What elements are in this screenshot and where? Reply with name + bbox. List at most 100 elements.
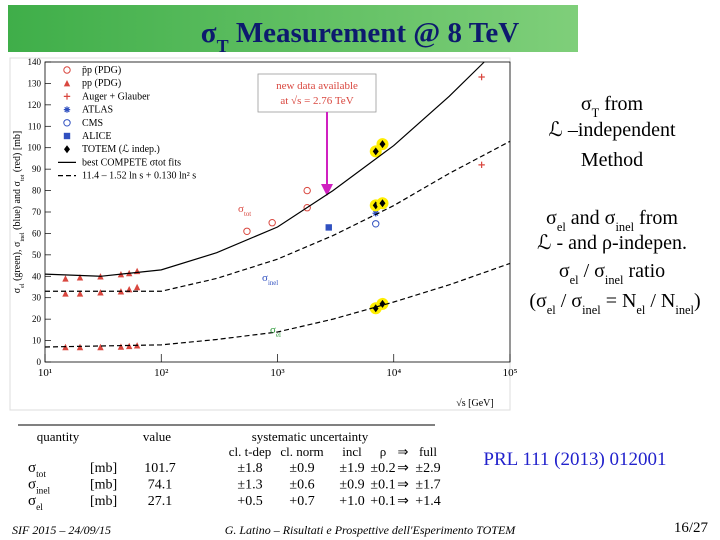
table-subheader: incl [342, 444, 362, 459]
x-tick-label: 10⁵ [503, 367, 518, 379]
table-cell: ±2.9 [415, 461, 440, 476]
table-cell-part: tot [36, 470, 46, 480]
footer-center: G. Latino – Risultati e Prospettive dell… [225, 523, 517, 537]
side-text: ℒ –independent [548, 119, 676, 141]
side-text-part: / N [645, 290, 675, 312]
y-tick-label: 30 [32, 293, 42, 303]
y-axis-label: σel (green), σinel (blue) and σtot (red)… [12, 131, 26, 294]
legend-label: best COMPETE σtot fits [82, 157, 181, 168]
y-tick-label: 60 [32, 228, 42, 238]
data-point [97, 343, 104, 351]
side-text: σel and σinel from [546, 207, 678, 234]
table-cell: +0.5 [237, 494, 262, 509]
data-point [117, 343, 125, 350]
table-subheader: ρ [380, 444, 387, 459]
side-text-part: inel [675, 303, 694, 317]
table-cell: ±0.2 [370, 461, 395, 476]
legend-label: pp (PDG) [82, 78, 121, 89]
x-tick-label: 10² [154, 367, 169, 379]
side-text: σT from [581, 93, 644, 120]
side-text: (σel / σinel = Nel / Ninel) [529, 290, 700, 317]
data-point [62, 275, 69, 282]
note-text: at √s = 2.76 TeV [280, 95, 353, 107]
data-point [303, 186, 311, 195]
title-bar [8, 5, 578, 52]
data-point [303, 204, 311, 212]
side-text-part: Method [581, 149, 643, 171]
data-point [76, 274, 84, 281]
table-cell: [mb] [90, 478, 117, 493]
legend-swatch [63, 93, 71, 100]
side-text-part: / σ [556, 290, 583, 312]
table-cell: +1.4 [415, 494, 440, 509]
table-header: value [143, 429, 171, 444]
curve-label: σinel [262, 272, 278, 287]
legend-label: ATLAS [82, 105, 113, 116]
legend-label: Auger + Glauber [82, 91, 151, 102]
data-point [379, 140, 386, 149]
legend-swatch [63, 119, 71, 127]
side-text-part: T [592, 106, 600, 120]
y-tick-label: 70 [32, 207, 42, 217]
y-tick-label: 50 [32, 250, 42, 260]
table-cell: ±0.6 [289, 478, 314, 493]
side-text-part: (σ [529, 290, 547, 312]
table-cell: 27.1 [148, 494, 173, 509]
table-cell: σinel [28, 477, 50, 497]
table-cell-part: inel [36, 487, 50, 497]
y-tick-label: 10 [32, 336, 42, 346]
data-point [478, 161, 485, 169]
y-axis-label-part: inel [19, 232, 26, 242]
side-text-part: ) [694, 290, 701, 312]
side-text-part: inel [582, 303, 601, 317]
table-cell: [mb] [90, 461, 117, 476]
table-subheader: cl. norm [280, 444, 323, 459]
table-cell-part: σ [28, 493, 36, 509]
curve-label-part: σ [238, 203, 244, 215]
side-text-part: σ [581, 93, 592, 115]
legend-label: TOTEM (ℒ indep.) [82, 144, 160, 155]
y-tick-label: 140 [28, 57, 42, 67]
table-cell: ±0.9 [339, 478, 364, 493]
table-subheader: cl. t-dep [229, 444, 272, 459]
table-cell-part: σ [28, 460, 36, 476]
legend-swatch [63, 106, 71, 113]
curve-label-part: el [276, 332, 281, 339]
table-cell: ±0.9 [289, 461, 314, 476]
side-text-part: ℒ - and ρ-indepen. [537, 232, 687, 254]
footer-left: SIF 2015 – 24/09/15 [12, 523, 111, 537]
curve-label: σtot [238, 203, 251, 218]
title-part: T [217, 36, 229, 56]
x-tick-label: 10⁴ [386, 367, 401, 379]
legend-swatch [63, 66, 71, 74]
table-subheader: ⇒ [398, 444, 409, 459]
legend-swatch [63, 80, 71, 87]
y-tick-label: 90 [32, 164, 42, 174]
legend-label: p̄p (PDG) [82, 65, 121, 76]
note-text: new data available [276, 80, 358, 92]
table-cell: +1.0 [339, 494, 364, 509]
legend-swatch [64, 145, 70, 154]
table-cell: 101.7 [144, 461, 176, 476]
table-cell: ±0.1 [370, 478, 395, 493]
y-tick-label: 110 [28, 121, 42, 131]
page-number: 16/27 [674, 520, 709, 536]
reference: PRL 111 (2013) 012001 [483, 449, 666, 470]
table-header: quantity [37, 429, 80, 444]
title-part: Measurement @ 8 TeV [229, 17, 520, 49]
table-cell: ⇒ [397, 494, 409, 509]
note-box [257, 73, 377, 113]
table-cell: 74.1 [148, 478, 173, 493]
table-cell: ±1.3 [237, 478, 262, 493]
curve-label: σel [270, 324, 281, 339]
side-text-part: ℒ –independent [548, 119, 676, 141]
y-axis-label-part: (red) [mb] [12, 131, 23, 175]
side-text-part: / σ [579, 260, 606, 282]
y-axis-label-part: tot [19, 174, 26, 181]
data-point [97, 289, 104, 296]
y-axis-label-part: σ [12, 287, 23, 293]
table-cell: ±1.8 [237, 461, 262, 476]
legend-label: 11.4 – 1.52 ln s + 0.130 ln² s [82, 171, 196, 182]
data-point [268, 219, 276, 227]
table-cell: ⇒ [397, 478, 409, 493]
